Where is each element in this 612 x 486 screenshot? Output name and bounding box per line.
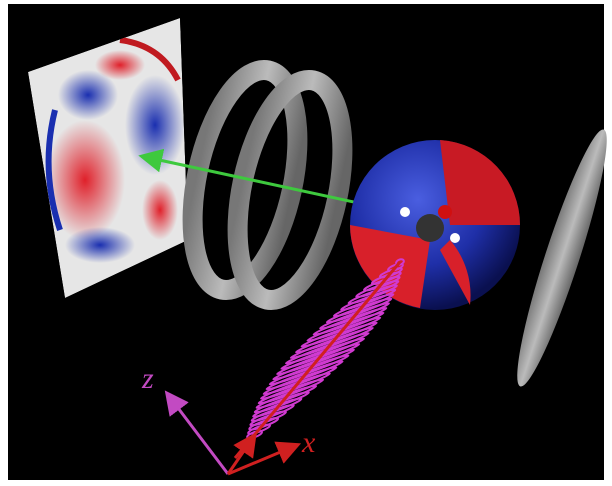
pulse-cycle [395, 258, 405, 266]
pulse-cycle [312, 306, 388, 336]
pulse-cycle [289, 326, 374, 360]
beam-axis [233, 261, 402, 459]
pulse-cycle [300, 316, 382, 348]
pulse-cycle [332, 293, 395, 318]
pulse-cycle [255, 384, 318, 409]
pulse-cycle [249, 410, 287, 427]
orbital [350, 140, 521, 310]
pulse-cycle [260, 372, 331, 400]
pulse-cycle [347, 284, 398, 305]
pulse-cycle [257, 378, 325, 405]
pulse-cycle [295, 321, 378, 354]
pulse-cycle [325, 297, 393, 324]
pulse-cycle [355, 279, 400, 298]
y-axis [226, 432, 257, 475]
pulse-cycle [370, 271, 402, 285]
x-axis [227, 441, 302, 476]
z-label: z [141, 362, 154, 395]
pulse-cycle [265, 360, 344, 391]
pulse-cycle [250, 404, 295, 423]
z-axis [164, 390, 230, 475]
pulse-cycle [340, 288, 397, 311]
pulse-cycle [272, 348, 355, 381]
pulse-cycle [276, 342, 361, 376]
laser-pulse [233, 258, 405, 459]
mirror [517, 129, 607, 387]
pulse-cycle [363, 275, 401, 292]
pulse-cycle [306, 311, 385, 342]
pulse-cycle [262, 366, 338, 396]
ring [227, 69, 353, 311]
pulse-cycle [268, 354, 350, 386]
pulse-cycle [252, 397, 303, 418]
pulse-cycle [248, 417, 280, 431]
pulse-cycle [280, 337, 366, 370]
x-label: x [301, 426, 316, 459]
pulse-cycle [319, 302, 390, 330]
pulse-cycle [284, 332, 370, 365]
pulse-cycle [387, 262, 404, 272]
detector-plane [28, 18, 188, 298]
pulse-cycle [253, 391, 310, 414]
